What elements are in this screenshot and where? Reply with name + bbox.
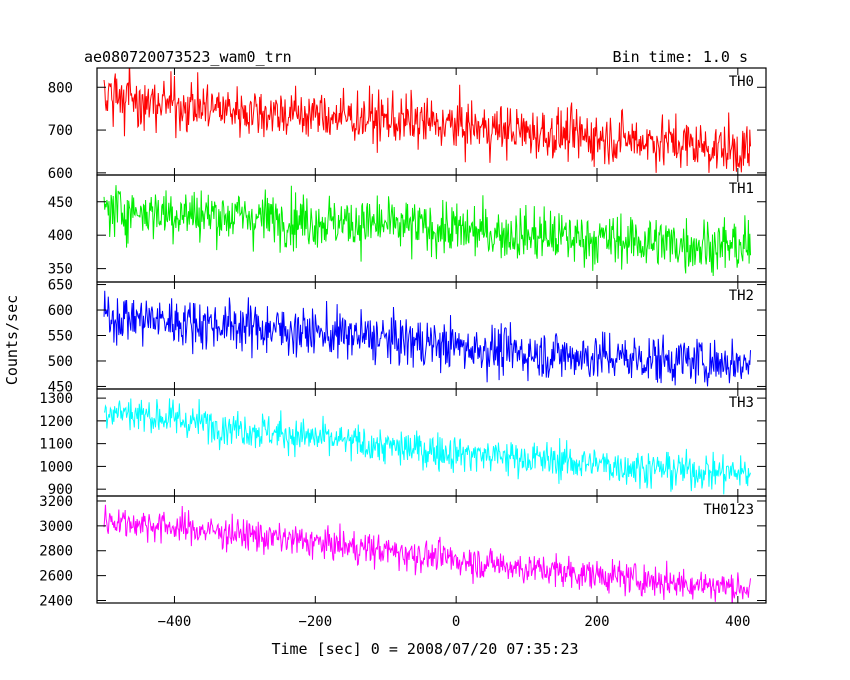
y-tick-label: 550 [48, 329, 73, 345]
x-tick-label: −400 [158, 614, 192, 630]
series-line-th0 [103, 68, 752, 173]
chart-title-right: Bin time: 1.0 s [613, 48, 748, 66]
x-tick-label: 200 [584, 614, 609, 630]
panel-th2: 450 500 550 600 650 TH2 [48, 278, 767, 395]
panel-label: TH0 [729, 74, 754, 90]
y-tick-label: 600 [48, 303, 73, 319]
y-tick-label: 450 [48, 379, 73, 395]
y-tick-label: 700 [48, 123, 73, 139]
y-tick-label: 600 [48, 166, 73, 182]
y-tick-label: 3000 [39, 519, 73, 535]
panel-th0: 600 700 800 TH0 [48, 67, 767, 182]
y-tick-label: 500 [48, 354, 73, 370]
panel-label: TH2 [729, 288, 754, 304]
x-axis-title: Time [sec] 0 = 2008/07/20 07:35:23 [271, 640, 578, 658]
y-tick-label: 800 [48, 80, 73, 96]
y-tick-label: 1200 [39, 414, 73, 430]
series-line-th2 [103, 290, 752, 387]
panel-label: TH1 [729, 181, 754, 197]
series-line-th3 [104, 398, 751, 495]
series-line-th1 [103, 185, 752, 277]
y-tick-label: 3200 [39, 494, 73, 510]
panels-group: 600 700 800 TH0 350 400 450 TH1 450 500 550 600 650 T… [39, 67, 767, 610]
x-tick-label: 400 [725, 614, 750, 630]
y-tick-label: 2800 [39, 544, 73, 560]
y-tick-label: 900 [48, 482, 73, 498]
panel-th0123: 2400 2600 2800 3000 3200 TH0123 [39, 494, 767, 610]
series-line-th0123 [103, 504, 752, 603]
y-tick-label: 1100 [39, 437, 73, 453]
y-tick-label: 400 [48, 228, 73, 244]
y-tick-label: 2400 [39, 594, 73, 610]
y-axis-title: Counts/sec [3, 295, 21, 385]
y-tick-label: 650 [48, 278, 73, 294]
y-tick-label: 1300 [39, 391, 73, 407]
chart-title-left: ae080720073523_wam0_trn [84, 48, 292, 66]
x-tick-label: −200 [298, 614, 332, 630]
panel-th3: 900 1000 1100 1200 1300 TH3 [39, 388, 767, 498]
panel-frame [96, 388, 767, 497]
panel-th1: 350 400 450 TH1 [48, 174, 767, 283]
y-tick-label: 450 [48, 195, 73, 211]
x-axis: −400 −200 0 200 400 [158, 614, 751, 630]
panel-label: TH3 [729, 395, 754, 411]
y-tick-label: 2600 [39, 569, 73, 585]
y-tick-label: 1000 [39, 459, 73, 475]
panel-frame [96, 495, 767, 604]
panel-label: TH0123 [703, 502, 754, 518]
y-tick-label: 350 [48, 262, 73, 278]
x-tick-label: 0 [452, 614, 460, 630]
